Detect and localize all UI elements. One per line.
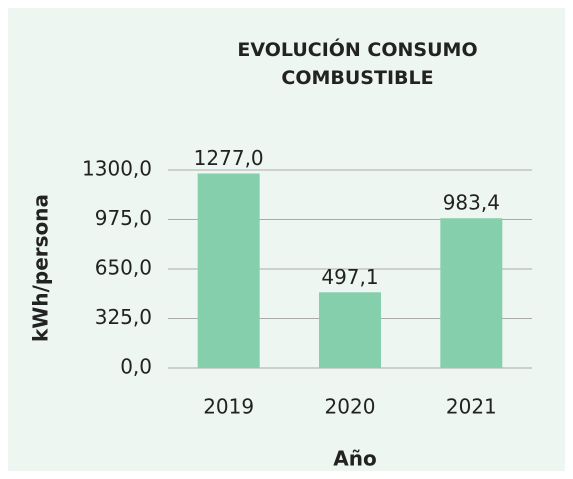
y-axis-title: kWh/persona: [29, 194, 53, 342]
bar: [440, 218, 503, 368]
chart-title: EVOLUCIÓN CONSUMO COMBUSTIBLE: [237, 39, 478, 89]
bar: [197, 173, 260, 368]
y-tick-label: 650,0: [95, 256, 152, 280]
bar: [319, 292, 381, 368]
y-tick-label: 975,0: [95, 206, 152, 230]
value-label: 1277,0: [194, 146, 264, 170]
x-tick-label: 2020: [325, 395, 376, 419]
value-label: 497,1: [321, 265, 378, 289]
x-axis-title: Año: [333, 447, 376, 471]
y-tick-label: 325,0: [95, 305, 152, 329]
y-tick-label: 0,0: [120, 355, 152, 379]
y-tick-label: 1300,0: [82, 157, 152, 181]
value-label: 983,4: [443, 191, 500, 215]
x-tick-label: 2019: [203, 395, 254, 419]
x-tick-label: 2021: [446, 395, 497, 419]
